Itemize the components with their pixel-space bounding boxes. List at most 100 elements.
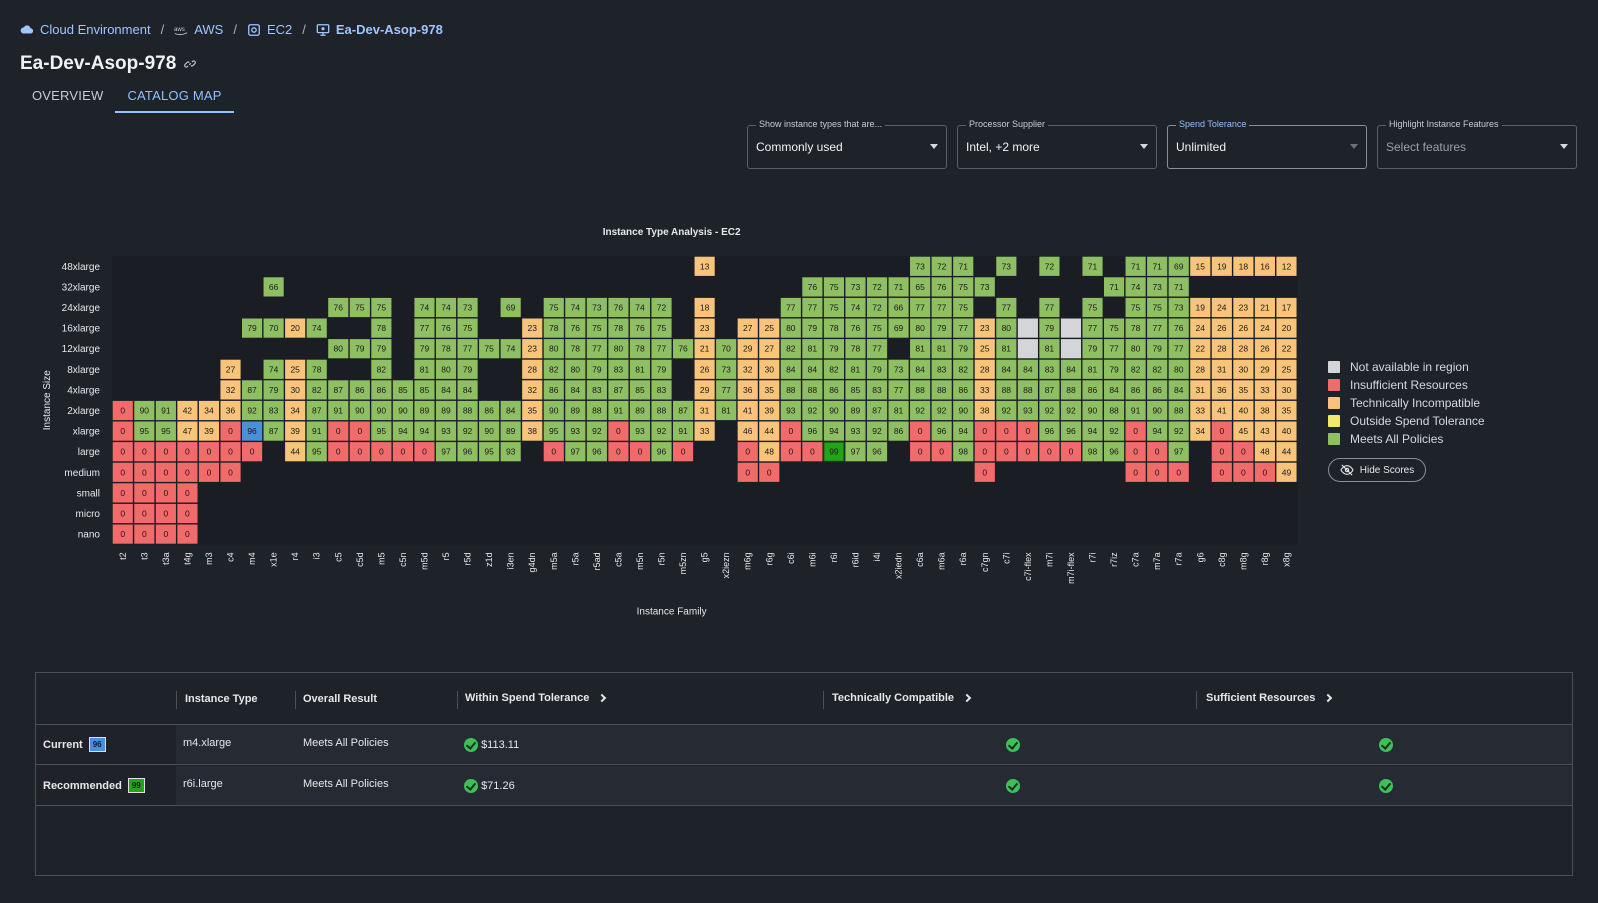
heatmap-cell[interactable] — [457, 297, 478, 318]
heatmap-cell[interactable] — [155, 462, 176, 482]
heatmap-cell[interactable] — [586, 421, 607, 441]
heatmap-cell[interactable] — [1276, 380, 1297, 400]
heatmap-cell[interactable] — [543, 318, 564, 338]
heatmap-cell[interactable] — [586, 318, 607, 338]
heatmap-cell[interactable] — [716, 359, 737, 379]
heatmap-cell[interactable] — [392, 442, 413, 462]
heatmap-cell[interactable] — [1125, 400, 1146, 421]
heatmap-cell[interactable] — [1039, 442, 1060, 462]
heatmap-cell[interactable] — [1190, 380, 1211, 400]
heatmap-cell[interactable] — [543, 359, 564, 379]
heatmap-cell[interactable] — [845, 318, 866, 338]
heatmap-cell[interactable] — [220, 359, 241, 379]
heatmap-cell[interactable] — [1104, 421, 1125, 441]
heatmap-cell[interactable] — [306, 400, 327, 421]
heatmap-cell[interactable] — [1039, 359, 1060, 379]
heatmap-cell[interactable] — [780, 297, 801, 318]
heatmap-cell[interactable] — [931, 400, 952, 421]
heatmap-cell[interactable] — [780, 359, 801, 379]
hide-scores-button[interactable]: Hide Scores — [1328, 458, 1426, 482]
heatmap-cell[interactable] — [565, 421, 586, 441]
heatmap-cell[interactable] — [629, 339, 651, 359]
heatmap-cell[interactable] — [780, 442, 801, 462]
heatmap-cell[interactable] — [823, 421, 844, 441]
heatmap-cell[interactable] — [177, 524, 198, 544]
heatmap-cell[interactable] — [780, 400, 801, 421]
heatmap-cell[interactable] — [177, 400, 198, 421]
heatmap-cell[interactable] — [435, 421, 457, 441]
heatmap-cell[interactable] — [694, 400, 715, 421]
heatmap-cell[interactable] — [1211, 421, 1232, 441]
heatmap-cell[interactable] — [263, 359, 284, 379]
heatmap-cell[interactable] — [457, 380, 478, 400]
heatmap-cell[interactable] — [1211, 339, 1232, 359]
heatmap-cell[interactable] — [543, 339, 564, 359]
heatmap-cell[interactable] — [716, 339, 737, 359]
heatmap-cell[interactable] — [177, 462, 198, 482]
heatmap-cell[interactable] — [888, 297, 909, 318]
heatmap-cell[interactable] — [1190, 318, 1211, 338]
heatmap-cell[interactable] — [134, 400, 155, 421]
heatmap-cell[interactable] — [1233, 359, 1254, 379]
heatmap-cell[interactable] — [565, 339, 586, 359]
heatmap-cell[interactable] — [1211, 297, 1232, 318]
column-header-sufficient[interactable]: Sufficient Resources — [1206, 692, 1333, 704]
heatmap-cell[interactable] — [1233, 297, 1254, 318]
heatmap-cell[interactable] — [694, 380, 715, 400]
heatmap-cell[interactable] — [1147, 297, 1168, 318]
heatmap-cell[interactable] — [651, 400, 672, 421]
heatmap-cell[interactable] — [996, 442, 1017, 462]
heatmap-cell[interactable] — [586, 297, 607, 318]
heatmap-cell[interactable] — [737, 400, 758, 421]
heatmap-cell[interactable] — [1039, 400, 1060, 421]
heatmap-cell[interactable] — [220, 462, 241, 482]
column-header-spend[interactable]: Within Spend Tolerance — [465, 692, 607, 704]
heatmap-cell[interactable] — [651, 359, 672, 379]
heatmap-cell[interactable] — [759, 359, 780, 379]
heatmap-cell[interactable] — [651, 318, 672, 338]
heatmap-cell[interactable] — [1233, 400, 1254, 421]
heatmap-cell[interactable] — [435, 297, 457, 318]
heatmap-cell[interactable] — [1082, 297, 1103, 318]
heatmap-cell[interactable] — [866, 421, 888, 441]
heatmap-cell[interactable] — [565, 359, 586, 379]
heatmap-cell[interactable] — [888, 359, 909, 379]
heatmap-cell[interactable] — [349, 400, 370, 421]
heatmap-cell[interactable] — [586, 339, 607, 359]
heatmap-cell[interactable] — [910, 400, 931, 421]
heatmap-cell[interactable] — [1125, 442, 1146, 462]
heatmap-cell[interactable] — [823, 318, 844, 338]
heatmap-cell[interactable] — [996, 359, 1017, 379]
heatmap-cell[interactable] — [845, 400, 866, 421]
heatmap-cell[interactable] — [263, 277, 284, 297]
heatmap-cell[interactable] — [522, 400, 543, 421]
heatmap-cell[interactable] — [759, 442, 780, 462]
heatmap-cell[interactable] — [220, 442, 241, 462]
heatmap-cell[interactable] — [1211, 359, 1232, 379]
heatmap-cell[interactable] — [1125, 421, 1146, 441]
heatmap-cell[interactable] — [953, 421, 974, 441]
heatmap-cell[interactable] — [242, 380, 263, 400]
heatmap-cell[interactable] — [1168, 277, 1189, 297]
heatmap-cell[interactable] — [1104, 380, 1125, 400]
heatmap-cell[interactable] — [953, 339, 974, 359]
heatmap-cell[interactable] — [371, 297, 392, 318]
heatmap-cell[interactable] — [457, 359, 478, 379]
heatmap-cell[interactable] — [1017, 380, 1038, 400]
processor-supplier-select[interactable]: Processor Supplier Intel, +2 more — [957, 119, 1157, 169]
heatmap-cell[interactable] — [780, 318, 801, 338]
heatmap-cell[interactable] — [371, 359, 392, 379]
heatmap-cell[interactable] — [1254, 318, 1275, 338]
heatmap-cell[interactable] — [802, 400, 823, 421]
heatmap-cell[interactable] — [177, 503, 198, 524]
column-header-compatible[interactable]: Technically Compatible — [832, 692, 972, 704]
heatmap-cell[interactable] — [479, 339, 500, 359]
heatmap-cell[interactable] — [910, 297, 931, 318]
heatmap-cell[interactable] — [802, 421, 823, 441]
heatmap-cell[interactable] — [543, 400, 564, 421]
heatmap-cell[interactable] — [651, 421, 672, 441]
heatmap-cell[interactable] — [112, 524, 133, 544]
heatmap-cell[interactable] — [953, 256, 974, 276]
heatmap-cell[interactable] — [1190, 421, 1211, 441]
heatmap-cell[interactable] — [974, 339, 995, 359]
